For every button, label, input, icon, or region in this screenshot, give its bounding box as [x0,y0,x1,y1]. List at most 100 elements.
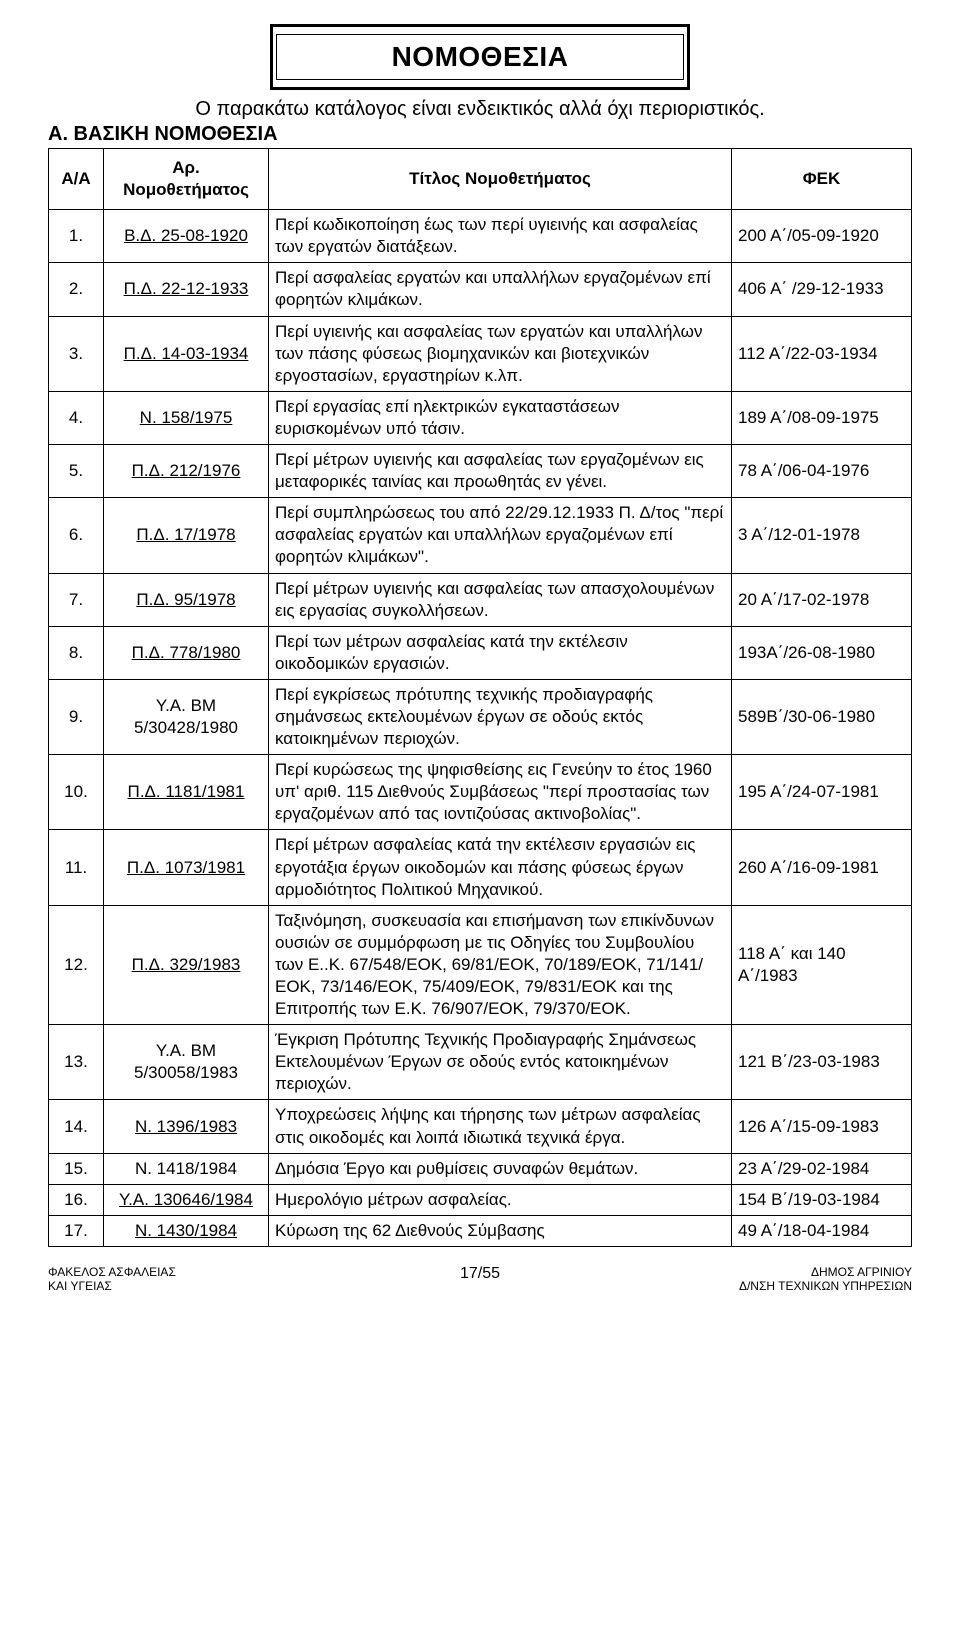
footer-right: ΔΗΜΟΣ ΑΓΡΙΝΙΟΥ Δ/ΝΣΗ ΤΕΧΝΙΚΩΝ ΥΠΗΡΕΣΙΩΝ [632,1265,912,1293]
cell-ref: Π.Δ. 212/1976 [104,445,269,498]
legislation-link[interactable]: Π.Δ. 778/1980 [132,643,241,662]
cell-fek: 20 Α΄/17-02-1978 [732,573,912,626]
cell-fek: 189 Α΄/08-09-1975 [732,391,912,444]
cell-title: Περί μέτρων υγιεινής και ασφαλείας των ε… [269,445,732,498]
table-row: 13.Υ.Α. ΒΜ 5/30058/1983Έγκριση Πρότυπης … [49,1025,912,1100]
cell-aa: 3. [49,316,104,391]
cell-title: Περί ασφαλείας εργατών και υπαλλήλων εργ… [269,263,732,316]
table-row: 10.Π.Δ. 1181/1981Περί κυρώσεως της ψηφισ… [49,755,912,830]
cell-fek: 154 Β΄/19-03-1984 [732,1184,912,1215]
legislation-link[interactable]: Π.Δ. 1181/1981 [128,782,245,801]
section-label: Α. ΒΑΣΙΚΗ ΝΟΜΟΘΕΣΙΑ [48,123,912,146]
legislation-link[interactable]: Β.Δ. 25-08-1920 [124,226,248,245]
cell-aa: 10. [49,755,104,830]
col-header-fek: ΦΕΚ [732,149,912,210]
cell-fek: 112 Α΄/22-03-1934 [732,316,912,391]
cell-fek: 3 Α΄/12-01-1978 [732,498,912,573]
footer-left-line2: ΚΑΙ ΥΓΕΙΑΣ [48,1279,328,1293]
footer-left-line1: ΦΑΚΕΛΟΣ ΑΣΦΑΛΕΙΑΣ [48,1265,328,1279]
page-title: ΝΟΜΟΘΕΣΙΑ [392,41,569,72]
cell-ref: Π.Δ. 1073/1981 [104,830,269,905]
cell-aa: 2. [49,263,104,316]
cell-aa: 4. [49,391,104,444]
table-row: 3.Π.Δ. 14-03-1934Περί υγιεινής και ασφαλ… [49,316,912,391]
footer-right-line1: ΔΗΜΟΣ ΑΓΡΙΝΙΟΥ [632,1265,912,1279]
footer-left: ΦΑΚΕΛΟΣ ΑΣΦΑΛΕΙΑΣ ΚΑΙ ΥΓΕΙΑΣ [48,1265,328,1293]
legislation-link[interactable]: Ν. 1396/1983 [135,1117,237,1136]
legislation-link[interactable]: Π.Δ. 14-03-1934 [124,344,249,363]
table-row: 8. Π.Δ. 778/1980 Περί των μέτρων ασφαλείας… [49,626,912,679]
cell-fek: 200 Α΄/05-09-1920 [732,210,912,263]
cell-fek: 406 Α΄ /29-12-1933 [732,263,912,316]
cell-aa: 12. [49,905,104,1024]
col-header-aa: Α/Α [49,149,104,210]
page: ΝΟΜΟΘΕΣΙΑ Ο παρακάτω κατάλογος είναι ενδ… [0,0,960,1311]
legislation-table: Α/Α Αρ. Νομοθετήματος Τίτλος Νομοθετήματ… [48,148,912,1247]
table-row: 5. Π.Δ. 212/1976 Περί μέτρων υγιεινής και … [49,445,912,498]
cell-ref: Π.Δ. 22-12-1933 [104,263,269,316]
cell-title: Περί συμπληρώσεως του από 22/29.12.1933 … [269,498,732,573]
legislation-link[interactable]: Π.Δ. 329/1983 [132,955,241,974]
cell-ref: Π.Δ. 95/1978 [104,573,269,626]
cell-title: Δημόσια Έργο και ρυθμίσεις συναφών θεμάτ… [269,1153,732,1184]
footer-page-number: 17/55 [460,1265,500,1283]
cell-title: Ταξινόμηση, συσκευασία και επισήμανση τω… [269,905,732,1024]
cell-aa: 5. [49,445,104,498]
cell-title: Περί εργασίας επί ηλεκτρικών εγκαταστάσε… [269,391,732,444]
col-header-title: Τίτλος Νομοθετήματος [269,149,732,210]
cell-aa: 14. [49,1100,104,1153]
cell-aa: 16. [49,1184,104,1215]
legislation-link[interactable]: Υ.Α. 130646/1984 [119,1190,253,1209]
cell-title: Κύρωση της 62 Διεθνούς Σύμβασης [269,1215,732,1246]
cell-ref: Π.Δ. 17/1978 [104,498,269,573]
table-row: 2. Π.Δ. 22-12-1933 Περί ασφαλείας εργατών … [49,263,912,316]
page-footer: ΦΑΚΕΛΟΣ ΑΣΦΑΛΕΙΑΣ ΚΑΙ ΥΓΕΙΑΣ 17/55 ΔΗΜΟΣ… [48,1265,912,1293]
legislation-link[interactable]: Π.Δ. 212/1976 [132,461,241,480]
cell-ref: Ν. 1430/1984 [104,1215,269,1246]
cell-ref: Υ.Α. 130646/1984 [104,1184,269,1215]
legislation-link[interactable]: Π.Δ. 17/1978 [136,525,235,544]
cell-aa: 7. [49,573,104,626]
cell-ref: Ν. 1418/1984 [104,1153,269,1184]
table-row: 6. Π.Δ. 17/1978 Περί συμπληρώσεως του από … [49,498,912,573]
cell-aa: 1. [49,210,104,263]
legislation-link[interactable]: Ν. 1430/1984 [135,1221,237,1240]
cell-fek: 78 Α΄/06-04-1976 [732,445,912,498]
legislation-link[interactable]: Π.Δ. 1073/1981 [127,858,245,877]
cell-aa: 13. [49,1025,104,1100]
cell-title: Περί κωδικοποίηση έως των περί υγιεινής … [269,210,732,263]
cell-fek: 589Β΄/30-06-1980 [732,679,912,754]
cell-fek: 23 Α΄/29-02-1984 [732,1153,912,1184]
table-row: 4. Ν. 158/1975 Περί εργασίας επί ηλεκτρικώ… [49,391,912,444]
legislation-link[interactable]: Π.Δ. 95/1978 [136,590,235,609]
cell-title: Υποχρεώσεις λήψης και τήρησης των μέτρων… [269,1100,732,1153]
cell-fek: 118 Α΄ και 140 Α΄/1983 [732,905,912,1024]
title-frame-outer: ΝΟΜΟΘΕΣΙΑ [270,24,690,90]
table-row: 17. Ν. 1430/1984 Κύρωση της 62 Διεθνούς Σύ… [49,1215,912,1246]
col-header-ref: Αρ. Νομοθετήματος [104,149,269,210]
cell-ref: Ν. 1396/1983 [104,1100,269,1153]
cell-fek: 193Α΄/26-08-1980 [732,626,912,679]
cell-aa: 11. [49,830,104,905]
table-row: 14. Ν. 1396/1983 Υποχρεώσεις λήψης και τήρ… [49,1100,912,1153]
cell-fek: 195 Α΄/24-07-1981 [732,755,912,830]
cell-aa: 9. [49,679,104,754]
cell-aa: 17. [49,1215,104,1246]
cell-fek: 126 Α΄/15-09-1983 [732,1100,912,1153]
legislation-link[interactable]: Π.Δ. 22-12-1933 [124,279,249,298]
cell-title: Περί των μέτρων ασφαλείας κατά την εκτέλ… [269,626,732,679]
cell-ref: Π.Δ. 329/1983 [104,905,269,1024]
cell-ref: Π.Δ. 778/1980 [104,626,269,679]
cell-aa: 6. [49,498,104,573]
cell-aa: 8. [49,626,104,679]
table-row: 1. Β.Δ. 25-08-1920 Περί κωδικοποίηση έως τ… [49,210,912,263]
cell-title: Περί μέτρων ασφαλείας κατά την εκτέλεσιν… [269,830,732,905]
legislation-link[interactable]: Ν. 158/1975 [140,408,233,427]
table-body: 1. Β.Δ. 25-08-1920 Περί κωδικοποίηση έως τ… [49,210,912,1247]
cell-title: Περί εγκρίσεως πρότυπης τεχνικής προδιαγ… [269,679,732,754]
table-header-row: Α/Α Αρ. Νομοθετήματος Τίτλος Νομοθετήματ… [49,149,912,210]
table-row: 7.Π.Δ. 95/1978Περί μέτρων υγιεινής και α… [49,573,912,626]
cell-ref: Υ.Α. ΒΜ 5/30058/1983 [104,1025,269,1100]
cell-aa: 15. [49,1153,104,1184]
cell-ref: Ν. 158/1975 [104,391,269,444]
